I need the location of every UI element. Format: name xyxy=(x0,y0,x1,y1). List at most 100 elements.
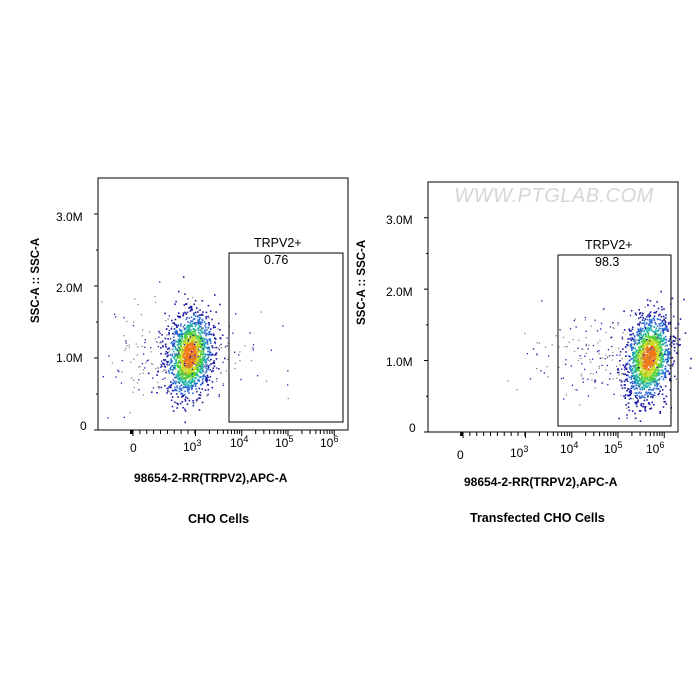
event-dot xyxy=(648,357,650,359)
event-dot xyxy=(624,369,626,371)
event-dot xyxy=(202,327,204,330)
event-dot xyxy=(643,346,646,349)
event-dot xyxy=(201,378,204,381)
event-dot xyxy=(662,324,664,327)
event-dot xyxy=(644,338,647,341)
event-dot xyxy=(649,386,651,388)
event-dot xyxy=(190,370,192,373)
event-dot xyxy=(174,382,176,385)
event-dot xyxy=(637,342,639,344)
event-dot xyxy=(635,356,637,359)
event-dot xyxy=(166,361,168,363)
event-dot xyxy=(650,378,652,380)
event-dot xyxy=(173,374,175,376)
event-dot xyxy=(191,388,193,390)
event-dot xyxy=(649,408,651,410)
event-dot xyxy=(629,359,631,361)
event-dot xyxy=(646,336,648,338)
event-dot xyxy=(657,318,660,320)
x-tick-label: 103 xyxy=(510,444,529,460)
event-dot xyxy=(186,351,189,354)
event-dot xyxy=(171,326,173,328)
event-dot xyxy=(183,349,186,352)
event-dot xyxy=(183,304,186,306)
event-dot xyxy=(194,362,196,365)
event-dot xyxy=(191,357,193,359)
event-dot xyxy=(191,309,193,311)
event-dot xyxy=(640,373,643,376)
event-dot xyxy=(643,376,646,379)
event-dot xyxy=(195,377,197,379)
event-dot xyxy=(647,369,650,372)
event-dot xyxy=(668,357,671,360)
event-dot xyxy=(167,338,169,340)
event-dot xyxy=(178,367,181,369)
event-dot xyxy=(643,339,645,342)
event-dot xyxy=(641,312,644,314)
event-dot xyxy=(208,354,210,356)
event-dot xyxy=(669,351,671,353)
event-dot xyxy=(640,329,643,331)
event-dot xyxy=(654,380,656,382)
event-dot xyxy=(120,382,123,384)
event-dot xyxy=(180,358,183,361)
event-dot xyxy=(653,345,656,347)
event-dot xyxy=(638,357,640,359)
event-dot xyxy=(663,328,666,330)
event-dot xyxy=(640,376,643,379)
event-dot xyxy=(653,311,655,314)
event-dot xyxy=(620,394,622,397)
event-dot xyxy=(669,367,672,369)
event-dot xyxy=(644,327,646,329)
event-dot xyxy=(663,329,665,332)
event-dot xyxy=(663,339,666,341)
event-dot xyxy=(184,338,187,340)
event-dot xyxy=(647,329,649,332)
event-dot xyxy=(667,364,670,366)
event-dot xyxy=(566,345,568,348)
event-dot xyxy=(186,381,188,384)
event-dot xyxy=(603,308,605,310)
event-dot xyxy=(644,397,647,399)
event-dot xyxy=(661,366,663,368)
event-dot xyxy=(636,379,638,382)
event-dot xyxy=(189,342,192,345)
event-dot xyxy=(631,375,633,377)
event-dot xyxy=(609,372,612,375)
event-dot xyxy=(187,330,190,332)
event-dot xyxy=(631,349,633,351)
event-dot xyxy=(657,343,659,346)
event-dot xyxy=(646,362,649,364)
event-dot xyxy=(637,363,640,366)
event-dot xyxy=(199,352,202,355)
event-dot xyxy=(659,359,661,362)
event-dot xyxy=(187,298,189,300)
event-dot xyxy=(180,392,182,395)
event-dot xyxy=(210,363,212,365)
event-dot xyxy=(652,340,655,343)
event-dot xyxy=(649,338,651,340)
event-dot xyxy=(206,381,208,383)
event-dot xyxy=(187,354,189,356)
event-dot xyxy=(200,342,203,345)
event-dot xyxy=(669,343,671,346)
event-dot xyxy=(649,392,652,394)
event-dot xyxy=(191,372,193,374)
event-dot xyxy=(649,376,652,378)
event-dot xyxy=(650,340,653,342)
event-dot xyxy=(201,353,204,356)
event-dot xyxy=(196,335,198,337)
event-dot xyxy=(183,344,186,346)
event-dot xyxy=(198,393,201,396)
event-dot xyxy=(200,354,202,356)
event-dot xyxy=(210,333,212,336)
event-dot xyxy=(651,374,653,377)
event-dot xyxy=(178,360,180,362)
event-dot xyxy=(652,378,654,380)
event-dot xyxy=(640,383,642,385)
event-dot xyxy=(138,379,140,381)
event-dot xyxy=(215,311,217,313)
event-dot xyxy=(516,389,518,391)
event-dot xyxy=(644,409,646,411)
event-dot xyxy=(633,335,636,337)
